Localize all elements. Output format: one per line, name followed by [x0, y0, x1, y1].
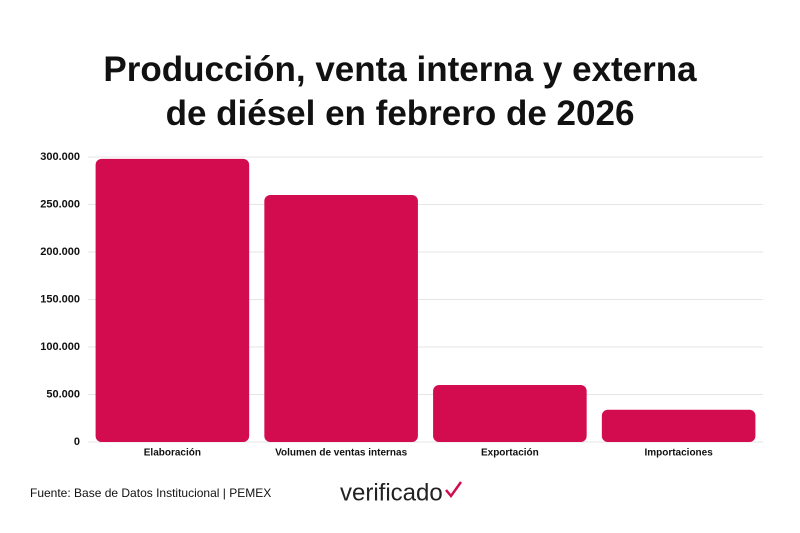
brand-check [445, 481, 463, 499]
y-tick-label: 200.000 [40, 246, 80, 258]
x-tick-label: Elaboración [144, 448, 201, 459]
y-tick-label: 100.000 [40, 341, 80, 353]
x-tick-label: Volumen de ventas internas [275, 448, 408, 459]
source: Fuente: Base de Datos Institucional | PE… [30, 486, 271, 500]
y-tick-label: 150.000 [40, 293, 80, 305]
bar [601, 409, 756, 442]
y-tick-label: 300.000 [40, 151, 80, 163]
bar [433, 385, 587, 442]
x-tick-label: Importaciones [644, 448, 713, 459]
y-tick-label: 0 [74, 436, 80, 448]
y-tick-label: 250.000 [40, 198, 80, 210]
chart-title: Producción, venta interna y externa de d… [103, 50, 697, 133]
bar [264, 195, 418, 442]
x-tick-label: Exportación [481, 448, 539, 459]
brand-logo: verificado [340, 479, 443, 506]
bar [95, 158, 250, 442]
y-tick-label: 50.000 [46, 388, 80, 400]
